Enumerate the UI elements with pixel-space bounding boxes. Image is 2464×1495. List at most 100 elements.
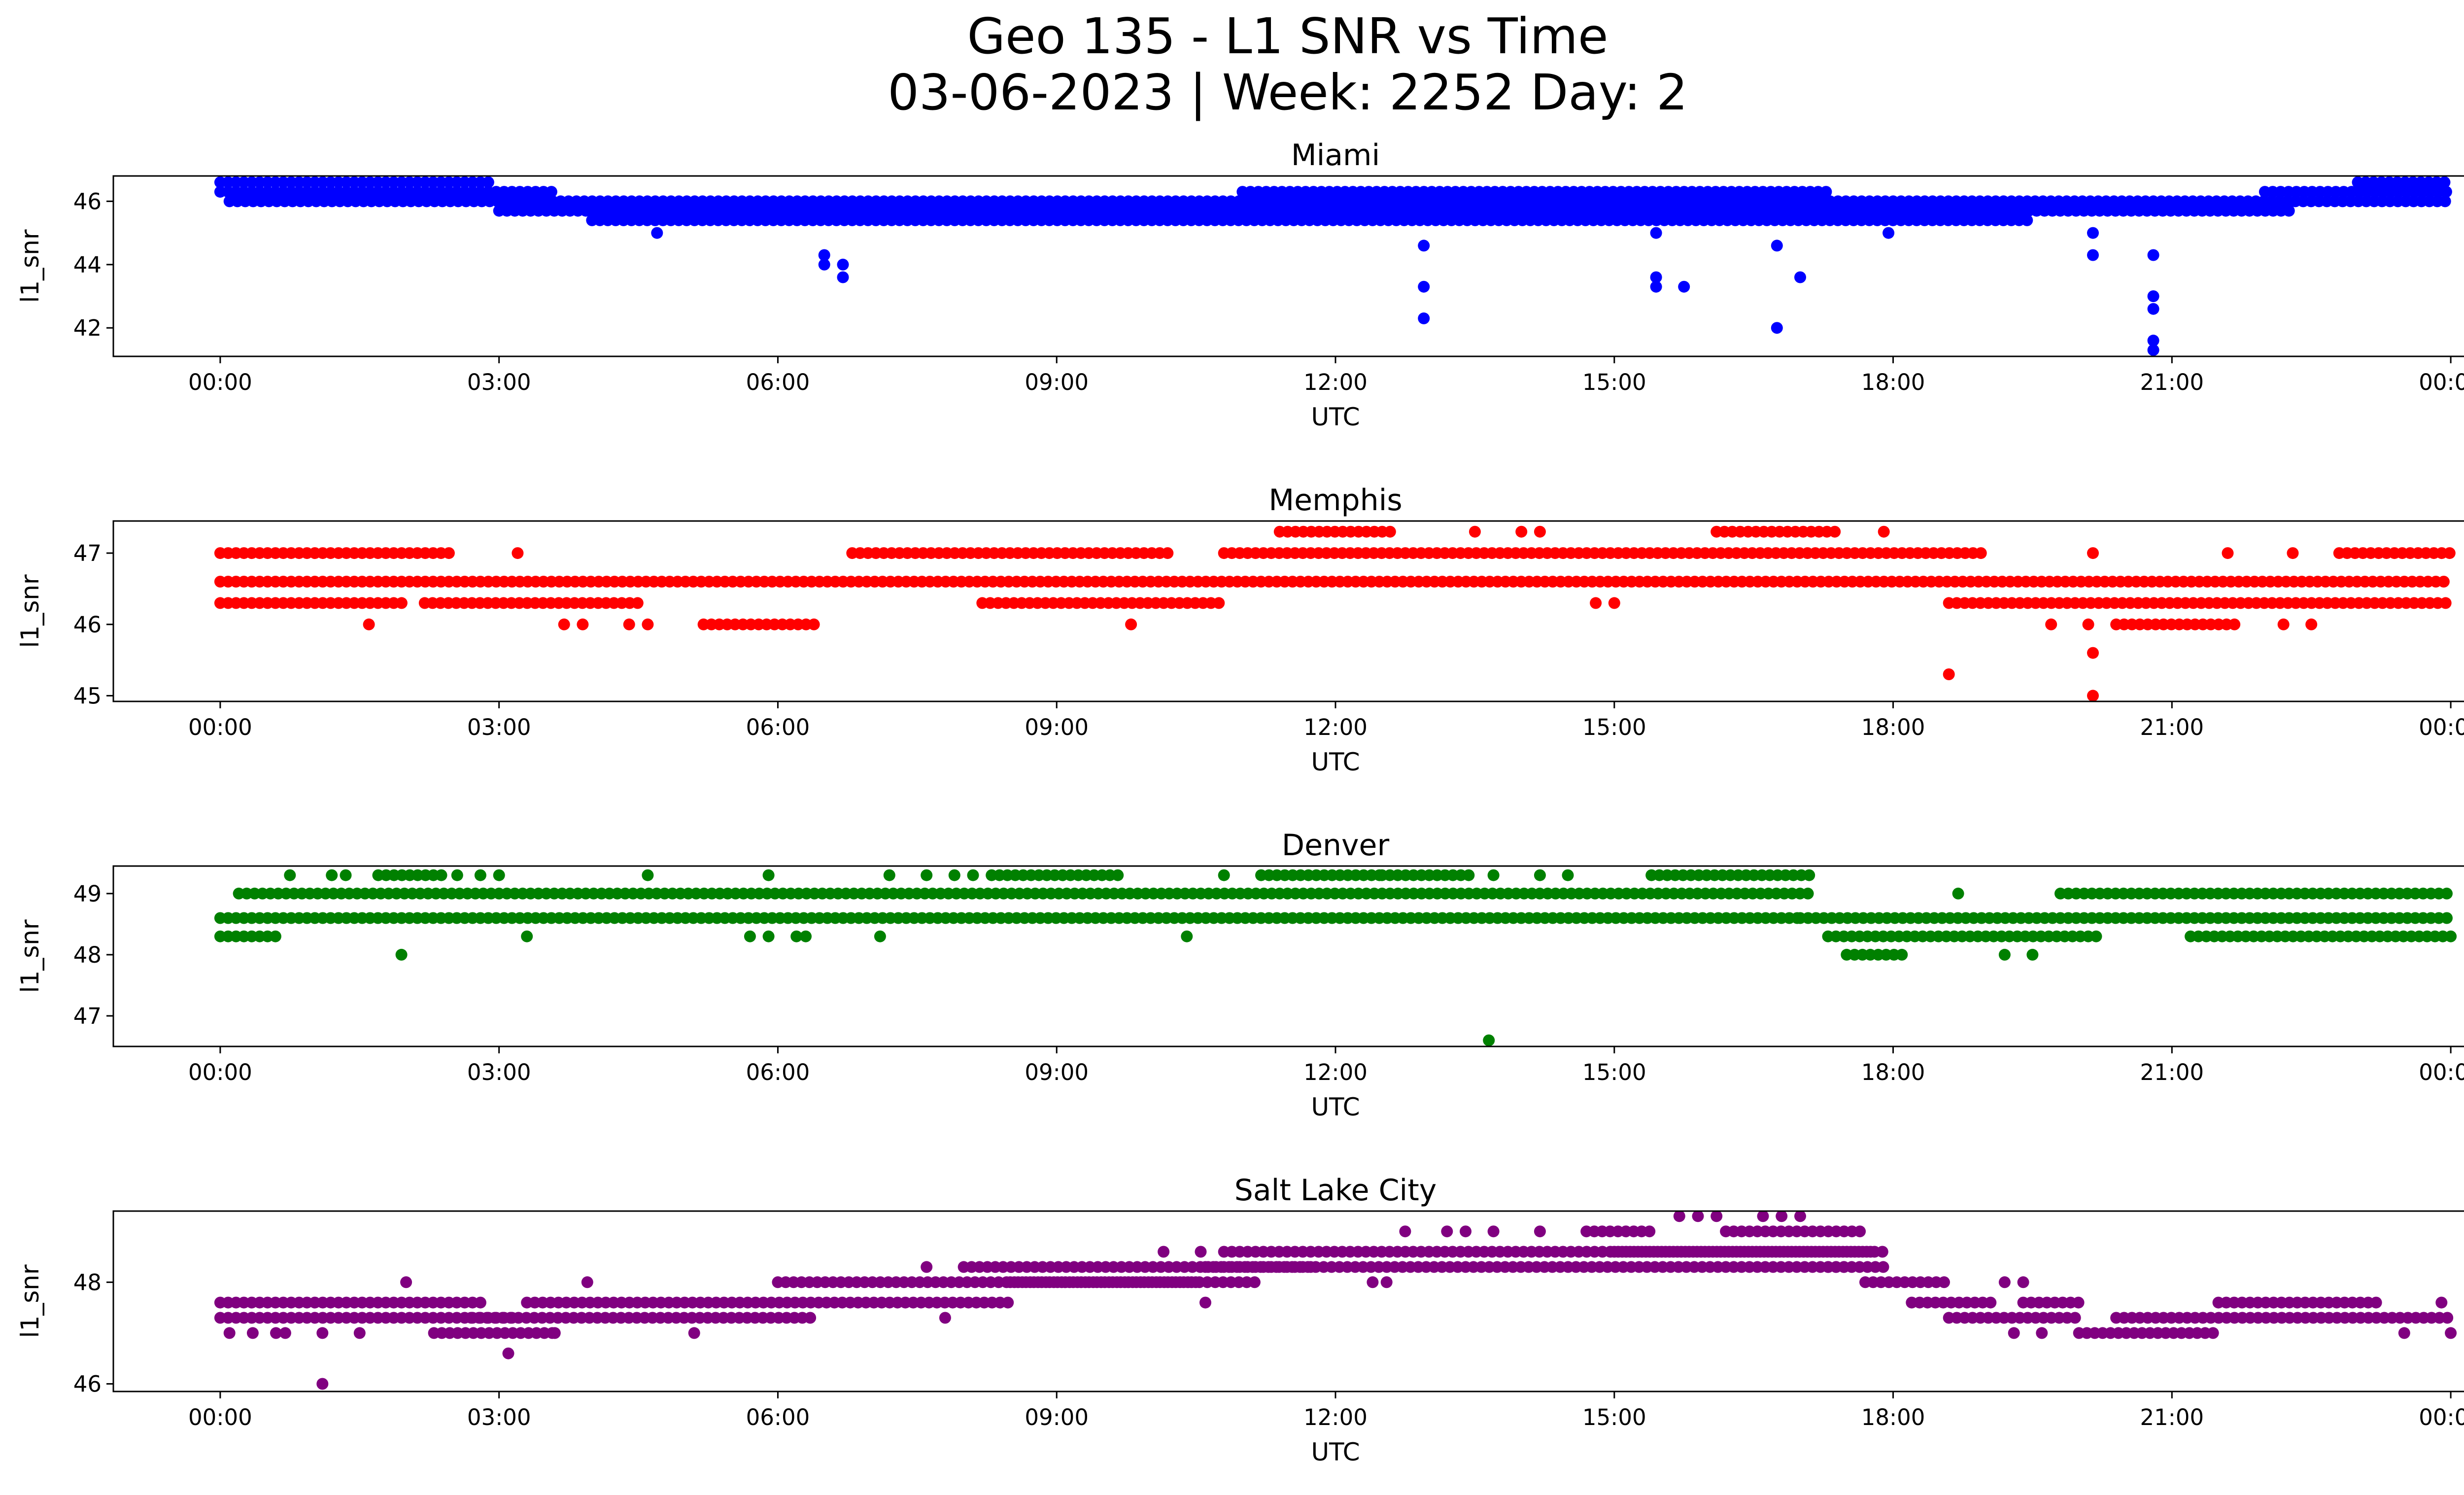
- data-point: [1998, 1276, 2011, 1288]
- data-point: [1534, 869, 1546, 881]
- series-points: [214, 869, 2457, 1046]
- data-point: [939, 1312, 951, 1324]
- x-tick-label: 00:00: [2419, 1059, 2464, 1085]
- data-point: [2287, 547, 2299, 559]
- x-tick-label: 15:00: [1582, 1059, 1646, 1085]
- subplot-title: Miami: [1291, 138, 1380, 173]
- x-tick-label: 03:00: [467, 1404, 531, 1430]
- x-tick-label: 21:00: [2140, 369, 2204, 395]
- data-point: [762, 930, 775, 942]
- data-point: [512, 547, 524, 559]
- data-point: [1643, 1225, 1656, 1238]
- data-point: [326, 869, 338, 881]
- data-point: [1460, 1225, 1472, 1238]
- data-point: [1590, 597, 1602, 609]
- y-axis-label: l1_snr: [16, 229, 44, 303]
- data-point: [2087, 647, 2099, 659]
- data-point: [2147, 303, 2159, 315]
- data-point: [1876, 1246, 1888, 1258]
- data-point: [1943, 668, 1955, 680]
- data-point: [1418, 240, 1430, 252]
- data-point: [818, 258, 830, 271]
- data-point: [581, 1276, 593, 1288]
- data-point: [1199, 1296, 1211, 1309]
- data-point: [1418, 280, 1430, 293]
- data-point: [340, 869, 352, 881]
- data-point: [1195, 1246, 1207, 1258]
- x-tick-label: 00:00: [188, 1059, 252, 1085]
- data-point: [270, 1327, 282, 1339]
- data-point: [435, 869, 447, 881]
- data-point: [1802, 887, 1814, 900]
- data-point: [2222, 547, 2234, 559]
- data-point: [1515, 525, 1528, 538]
- data-point: [642, 869, 654, 881]
- x-tick-label: 00:00: [2419, 714, 2464, 740]
- data-point: [1399, 1225, 1411, 1238]
- x-axis-label: UTC: [1311, 1093, 1360, 1121]
- data-point: [2147, 344, 2159, 356]
- data-point: [443, 547, 455, 559]
- data-point: [2087, 690, 2099, 701]
- data-point: [1878, 525, 1890, 538]
- data-point: [967, 869, 979, 881]
- series-points: [214, 1211, 2457, 1390]
- data-point: [1487, 869, 1500, 881]
- data-point: [651, 227, 663, 239]
- data-point: [2437, 576, 2450, 588]
- data-point: [1483, 1034, 1495, 1046]
- data-point: [2147, 290, 2159, 302]
- data-point: [2441, 887, 2453, 900]
- data-point: [1794, 1211, 1806, 1222]
- x-tick-label: 09:00: [1025, 714, 1089, 740]
- data-point: [2441, 1312, 2454, 1324]
- data-point: [883, 869, 895, 881]
- data-point: [874, 930, 886, 942]
- x-tick-label: 21:00: [2140, 1059, 2204, 1085]
- data-point: [1776, 1211, 1788, 1222]
- data-point: [1896, 948, 1908, 961]
- data-point: [1938, 1276, 1950, 1288]
- data-point: [269, 930, 281, 942]
- data-point: [631, 597, 644, 609]
- data-point: [2440, 186, 2452, 198]
- data-point: [2439, 597, 2452, 609]
- data-point: [1213, 597, 1225, 609]
- data-point: [1112, 869, 1124, 881]
- data-point: [474, 1296, 486, 1309]
- data-point: [1877, 1261, 1889, 1273]
- data-point: [1998, 948, 2011, 961]
- data-point: [1608, 597, 1620, 609]
- x-tick-label: 12:00: [1303, 1404, 1368, 1430]
- data-point: [1794, 271, 1806, 283]
- data-point: [1771, 322, 1783, 334]
- y-tick-label: 46: [73, 188, 102, 214]
- data-point: [502, 1347, 514, 1359]
- data-point: [1158, 1246, 1170, 1258]
- data-point: [1534, 525, 1546, 538]
- x-tick-label: 06:00: [746, 1059, 810, 1085]
- data-point: [2207, 1327, 2219, 1339]
- data-point: [1367, 1276, 1379, 1288]
- data-point: [2087, 547, 2099, 559]
- x-tick-label: 06:00: [746, 1404, 810, 1430]
- data-point: [2021, 214, 2033, 226]
- data-point: [2072, 1296, 2085, 1309]
- data-point: [1975, 547, 1987, 559]
- data-point: [400, 1276, 412, 1288]
- data-point: [2069, 1312, 2081, 1324]
- data-point: [1678, 280, 1690, 293]
- data-point: [1650, 271, 1662, 283]
- data-point: [2036, 1327, 2048, 1339]
- data-point: [474, 869, 486, 881]
- subplot-title: Memphis: [1268, 483, 1402, 518]
- y-tick-label: 46: [73, 1371, 102, 1397]
- data-point: [1441, 1225, 1453, 1238]
- data-point: [2435, 1296, 2448, 1309]
- y-tick-label: 49: [73, 881, 102, 907]
- x-axis-label: UTC: [1311, 403, 1360, 431]
- x-tick-label: 03:00: [467, 1059, 531, 1085]
- data-point: [1218, 869, 1230, 881]
- x-tick-label: 21:00: [2140, 714, 2204, 740]
